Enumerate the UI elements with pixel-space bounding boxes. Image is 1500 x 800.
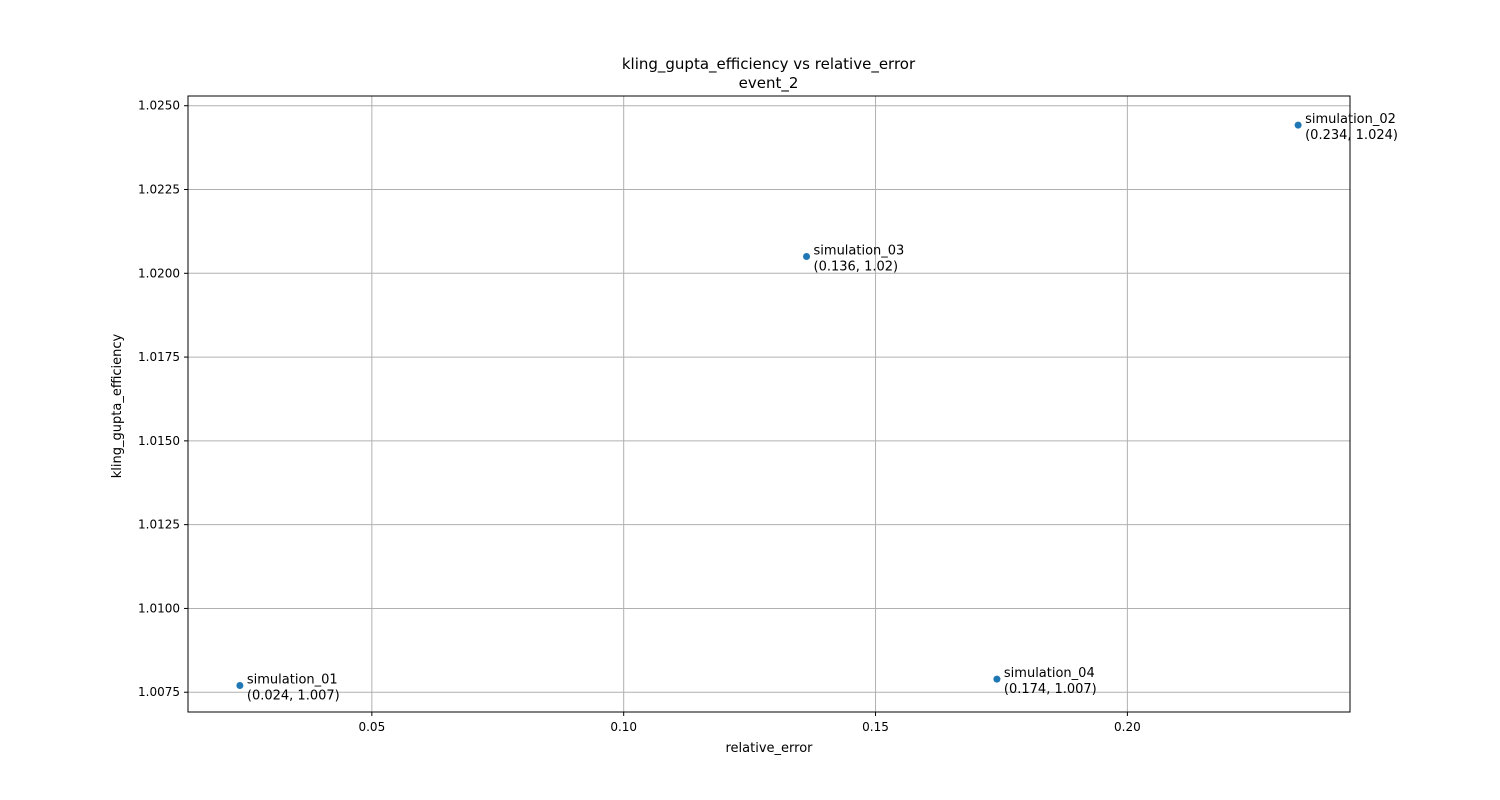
point-name-label: simulation_04	[1004, 666, 1095, 681]
point-coordinate-label: (0.174, 1.007)	[1004, 682, 1097, 697]
point-name-label: simulation_01	[247, 673, 338, 688]
grid-lines	[188, 96, 1350, 712]
point-coordinate-label: (0.136, 1.02)	[814, 260, 899, 275]
data-point-simulation_02	[1294, 121, 1302, 129]
point-name-label: simulation_02	[1305, 112, 1396, 127]
y-tick-label: 1.0200	[138, 266, 180, 280]
y-axis-label: kling_gupta_efficiency	[110, 333, 125, 478]
axis-ticks: 0.05 0.10 0.15 0.20 1.0075 1.0100 1.0125 1.0150…	[138, 99, 1141, 734]
data-points: simulation_01(0.024, 1.007) simulation_02…	[236, 112, 1398, 704]
data-point-simulation_01	[236, 682, 244, 690]
y-tick-label: 1.0125	[138, 518, 180, 532]
y-tick-label: 1.0175	[138, 350, 180, 364]
x-tick-label: 0.10	[610, 720, 637, 734]
point-name-label: simulation_03	[814, 244, 905, 259]
data-point-simulation_04	[993, 675, 1001, 683]
y-tick-label: 1.0100	[138, 601, 180, 615]
x-tick-label: 0.20	[1114, 720, 1141, 734]
x-tick-label: 0.15	[862, 720, 889, 734]
point-coordinate-label: (0.024, 1.007)	[247, 689, 340, 704]
x-axis-label: relative_error	[725, 741, 813, 756]
x-tick-label: 0.05	[358, 720, 385, 734]
data-point-simulation_03	[803, 253, 811, 261]
point-coordinate-label: (0.234, 1.024)	[1305, 128, 1398, 143]
plot-frame	[187, 95, 1351, 713]
y-tick-label: 1.0075	[138, 685, 180, 699]
y-tick-label: 1.0225	[138, 183, 180, 197]
y-tick-label: 1.0250	[138, 99, 180, 113]
y-tick-label: 1.0150	[138, 434, 180, 448]
chart-subtitle: event_2	[739, 74, 799, 93]
chart-title: kling_gupta_efficiency vs relative_error	[622, 55, 916, 74]
